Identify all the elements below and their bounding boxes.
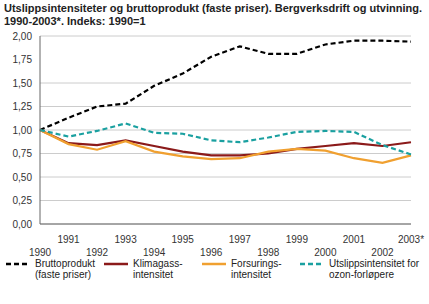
html-text:Utslippsintensitet for ozon-fo: Utslippsintensitet for ozon-forløpere: [329, 258, 419, 280]
svg-text:1,00: 1,00: [13, 125, 33, 136]
svg-text:2003*: 2003*: [398, 234, 421, 245]
html-text:Utslippsintensiteter og brutto: Utslippsintensiteter og bruttoprodukt (f…: [4, 2, 422, 27]
svg-text:2000: 2000: [314, 247, 337, 258]
svg-text:1990: 1990: [29, 247, 52, 258]
svg-text:1994: 1994: [143, 247, 166, 258]
svg-text:1996: 1996: [200, 247, 223, 258]
svg-text:1993: 1993: [114, 234, 137, 245]
svg-text:1999: 1999: [286, 234, 309, 245]
svg-text:0,50: 0,50: [13, 172, 33, 183]
html-text:Forsurings-intensitet: Forsurings-intensitet: [231, 258, 282, 280]
svg-text:1,50: 1,50: [13, 78, 33, 89]
svg-text:0,75: 0,75: [13, 148, 33, 159]
svg-text:2001: 2001: [343, 234, 366, 245]
html-text:Klimagass-intensitet: Klimagass-intensitet: [133, 258, 183, 280]
svg-text:1,75: 1,75: [13, 54, 33, 65]
svg-text:0,25: 0,25: [13, 195, 33, 206]
html-text:Bruttoprodukt (faste priser): Bruttoprodukt (faste priser): [35, 258, 95, 280]
svg-text:1998: 1998: [257, 247, 280, 258]
svg-text:0,00: 0,00: [13, 219, 33, 230]
svg-text:1992: 1992: [86, 247, 109, 258]
svg-text:1,25: 1,25: [13, 101, 33, 112]
svg-text:1997: 1997: [229, 234, 252, 245]
svg-text:1991: 1991: [57, 234, 80, 245]
svg-text:2,00: 2,00: [13, 31, 33, 42]
svg-text:2002: 2002: [371, 247, 394, 258]
svg-text:1995: 1995: [172, 234, 195, 245]
